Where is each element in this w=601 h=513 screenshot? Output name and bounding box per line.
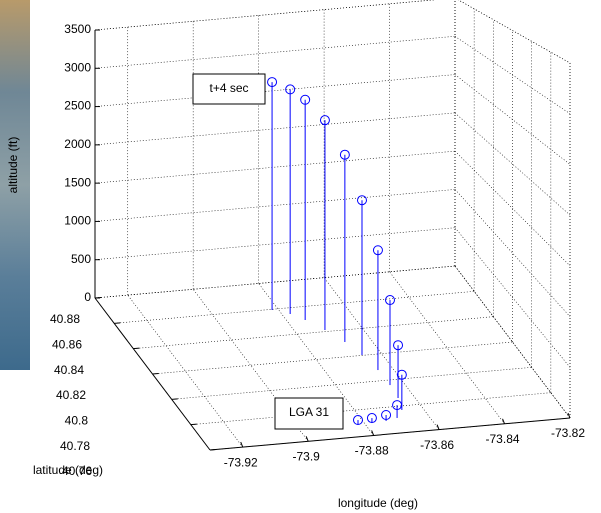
floor-grid-line xyxy=(171,367,532,400)
floor-grid-line xyxy=(133,316,494,349)
y-axis-label: latitude (deg) xyxy=(33,463,103,477)
y-tick xyxy=(190,423,197,426)
z-tick-label: 3500 xyxy=(64,22,91,36)
annotation-box: t+4 sec xyxy=(192,73,266,105)
wall-grid-line xyxy=(94,35,456,69)
plot-area: 0 500 1000 1500 2000 2500 3000 3500 40.76 40.78 40… xyxy=(50,0,585,478)
y-tick-label: 40.88 xyxy=(50,312,80,326)
stem-marker xyxy=(300,94,311,105)
annotation-frame xyxy=(192,73,266,105)
stem-marker xyxy=(396,369,407,380)
stem-marker xyxy=(319,115,330,126)
x-tick xyxy=(502,418,506,425)
y-tick-label: 40.84 xyxy=(54,363,84,377)
stem-marker xyxy=(366,413,377,424)
annotation-text: LGA 31 xyxy=(289,405,329,419)
y-tick xyxy=(171,398,178,400)
wall-grid-line xyxy=(94,74,456,107)
y-tick-label: 40.8 xyxy=(65,414,89,428)
stem-marker xyxy=(393,340,404,351)
stem-marker xyxy=(372,245,383,256)
z-tick-label: 0 xyxy=(84,290,91,304)
wall-grid-line xyxy=(454,150,571,267)
stem-marker xyxy=(356,195,367,206)
y-tick xyxy=(209,449,217,451)
wall-grid-line xyxy=(94,265,456,299)
wall-grid-line xyxy=(94,112,456,146)
stem-marker xyxy=(352,415,363,426)
x-tick-label: -73.86 xyxy=(420,438,454,452)
x-tick xyxy=(567,412,571,419)
z-tick-label: 500 xyxy=(71,252,91,266)
stem-marker xyxy=(267,77,278,88)
z-tick-label: 3000 xyxy=(64,60,91,74)
annotation-box: LGA 31 xyxy=(274,397,344,430)
wall-grid-line xyxy=(457,0,571,64)
y-tick xyxy=(94,297,102,299)
x-tick-label: -73.84 xyxy=(486,432,520,446)
z-tick-label: 2500 xyxy=(64,99,91,113)
wall-grid-line xyxy=(94,189,456,222)
wall-grid-line xyxy=(454,227,571,368)
wall-grid-line xyxy=(454,74,571,165)
x-tick xyxy=(240,441,244,448)
z-tick-label: 1000 xyxy=(64,214,91,228)
floor-grid-line xyxy=(190,392,551,425)
x-tick xyxy=(436,424,440,430)
x-axis-line xyxy=(209,417,571,451)
stem-marker xyxy=(285,84,296,95)
y-tick xyxy=(152,373,159,375)
z-tick-label: 2000 xyxy=(64,137,91,151)
wall-grid-line xyxy=(94,227,456,261)
stem-marker xyxy=(384,295,395,306)
x-tick-label: -73.92 xyxy=(224,455,258,469)
y-tick-label: 40.82 xyxy=(56,388,86,402)
stem-marker xyxy=(339,149,350,160)
y-tick xyxy=(133,347,140,350)
x-axis-label: longitude (deg) xyxy=(338,496,418,510)
floor-grid-line xyxy=(127,294,243,448)
stem-marker xyxy=(381,410,392,421)
annotation-text: t+4 sec xyxy=(209,81,248,95)
floor-grid-line xyxy=(152,341,513,375)
floor-grid-line xyxy=(389,271,505,424)
annotation-frame xyxy=(274,397,344,430)
z-tick-label: 1500 xyxy=(64,175,91,189)
background-photo-strip xyxy=(0,0,30,370)
x-tick xyxy=(371,430,375,436)
x-tick-label: -73.9 xyxy=(293,449,321,463)
z-axis-label: altitude (ft) xyxy=(6,137,20,194)
wall-grid-line xyxy=(94,0,436,31)
y-tick-label: 40.86 xyxy=(52,338,82,352)
y-tick-label: 40.76 xyxy=(62,464,92,478)
x-tick-label: -73.82 xyxy=(551,426,585,440)
y-tick-label: 40.78 xyxy=(60,439,90,453)
x-tick-label: -73.88 xyxy=(355,444,389,458)
y-tick xyxy=(114,322,121,324)
wall-grid-line xyxy=(94,150,456,184)
x-tick xyxy=(305,436,309,442)
wall-grid-line xyxy=(454,36,571,114)
floor-grid-line xyxy=(114,291,475,324)
